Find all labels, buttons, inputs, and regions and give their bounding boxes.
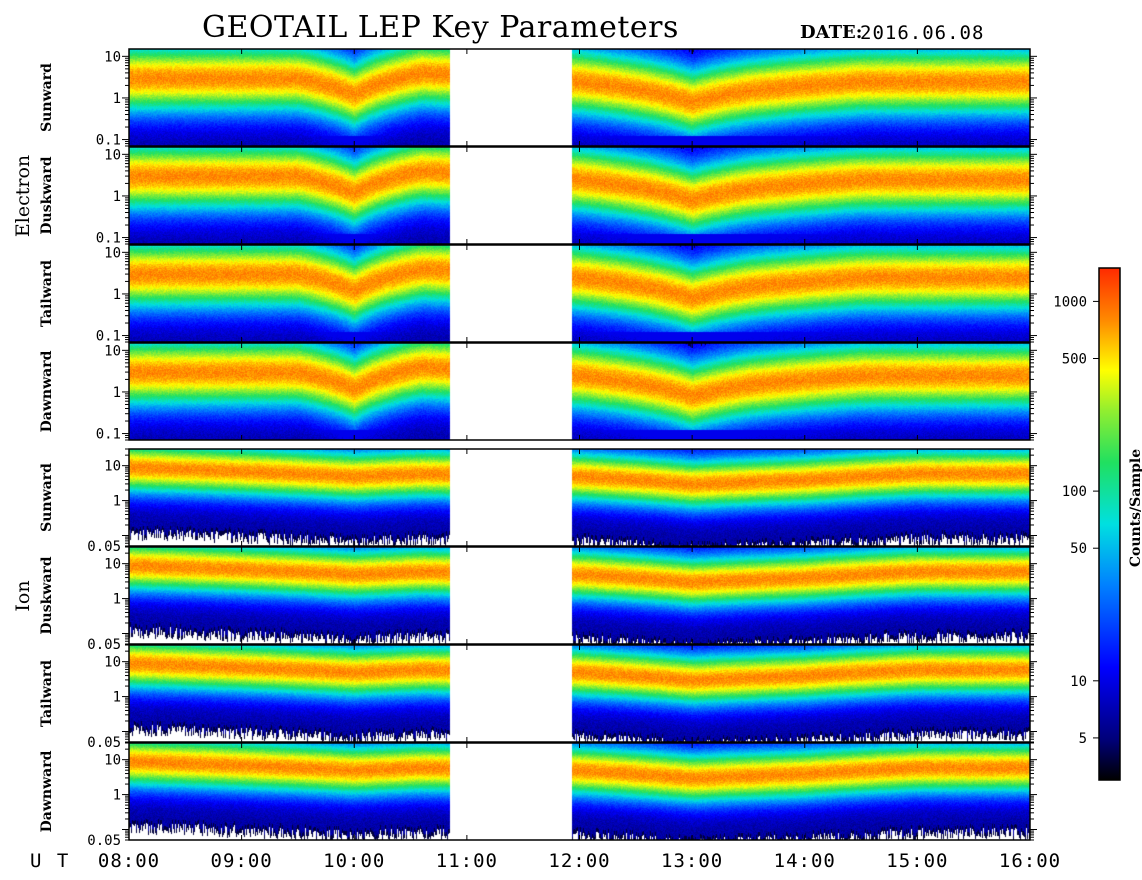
group-label-electron: Electron [12, 155, 34, 237]
spectrogram-electron-tailward [129, 245, 1030, 342]
y-tick-label: 10 [104, 459, 121, 475]
spectrogram-ion-duskward [129, 547, 1030, 644]
y-tick-label: 0.1 [96, 231, 121, 247]
y-tick-label: 10 [104, 753, 121, 769]
chart-title: GEOTAIL LEP Key Parameters [202, 10, 679, 45]
panel-direction-label: Duskward [39, 156, 55, 234]
spectrogram-ion-tailward [129, 645, 1030, 742]
colorbar-tick-label: 5 [1079, 731, 1087, 747]
y-tick-label: 1 [113, 91, 121, 107]
y-tick-label: 1 [113, 592, 121, 608]
spectrogram-ion-sunward [129, 449, 1030, 546]
time-tick-label: 11:00 [436, 850, 498, 872]
y-tick-label: 0.1 [96, 133, 121, 149]
y-tick-label: 10 [104, 655, 121, 671]
spectrogram-electron-dawnward [129, 343, 1030, 440]
date-value: 2016.06.08 [860, 22, 985, 44]
y-tick-label: 10 [104, 147, 121, 163]
y-tick-label: 10 [104, 343, 121, 359]
y-tick-label: 0.1 [96, 329, 121, 345]
colorbar-tick-label: 10 [1070, 674, 1087, 690]
time-tick-label: 12:00 [548, 850, 610, 872]
y-tick-label: 10 [104, 557, 121, 573]
y-tick-label: 1 [113, 385, 121, 401]
y-tick-label: 10 [104, 245, 121, 261]
time-tick-label: 10:00 [323, 850, 385, 872]
y-tick-label: 0.05 [87, 833, 121, 849]
y-tick-label: 1 [113, 189, 121, 205]
colorbar-tick-label: 1000 [1053, 294, 1087, 310]
y-tick-label: 0.05 [87, 735, 121, 751]
panel-direction-label: Tailward [39, 260, 55, 327]
time-axis-prefix: U T [30, 850, 70, 872]
group-label-ion: Ion [12, 580, 34, 611]
time-tick-label: 08:00 [98, 850, 160, 872]
time-tick-label: 14:00 [774, 850, 836, 872]
colorbar-label: Counts/Sample [1128, 449, 1142, 567]
time-tick-label: 09:00 [211, 850, 273, 872]
colorbar [1098, 267, 1121, 781]
y-tick-label: 0.05 [87, 539, 121, 555]
y-tick-label: 1 [113, 494, 121, 510]
panel-direction-label: Tailward [39, 660, 55, 727]
y-tick-label: 10 [104, 49, 121, 65]
y-tick-label: 1 [113, 287, 121, 303]
colorbar-tick-label: 50 [1070, 541, 1087, 557]
colorbar-tick-label: 100 [1062, 484, 1087, 500]
time-tick-label: 15:00 [886, 850, 948, 872]
date-label: DATE: [800, 22, 863, 43]
panel-direction-label: Dawnward [39, 350, 55, 432]
panel-direction-label: Dawnward [39, 750, 55, 832]
colorbar-tick-label: 500 [1062, 352, 1087, 368]
panel-direction-label: Sunward [39, 63, 55, 132]
y-tick-label: 0.1 [96, 427, 121, 443]
panel-direction-label: Sunward [39, 463, 55, 532]
y-tick-label: 1 [113, 690, 121, 706]
time-tick-label: 16:00 [999, 850, 1061, 872]
spectrogram-ion-dawnward [129, 743, 1030, 840]
y-tick-label: 1 [113, 788, 121, 804]
time-tick-label: 13:00 [661, 850, 723, 872]
y-tick-label: 0.05 [87, 637, 121, 653]
spectrogram-electron-duskward [129, 147, 1030, 244]
spectrogram-electron-sunward [129, 49, 1030, 146]
panel-direction-label: Duskward [39, 556, 55, 634]
